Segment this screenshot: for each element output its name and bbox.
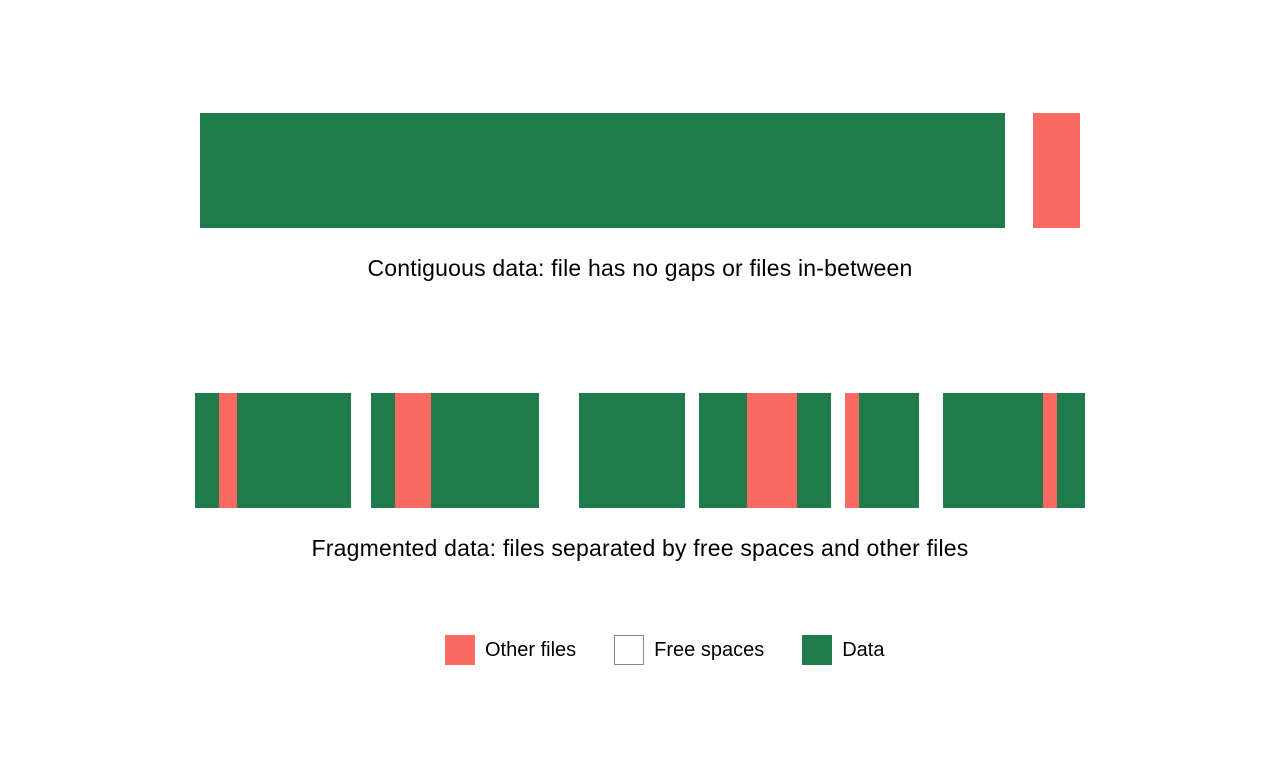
legend-item: Other files — [445, 635, 576, 665]
legend-swatch-free — [614, 635, 644, 665]
legend-swatch-other — [445, 635, 475, 665]
free-segment — [539, 393, 579, 508]
fragmented-bar — [195, 393, 1085, 508]
data-segment — [943, 393, 1043, 508]
data-segment — [237, 393, 351, 508]
free-segment — [685, 393, 699, 508]
free-segment — [351, 393, 371, 508]
diagram-canvas: Contiguous data: file has no gaps or fil… — [0, 0, 1280, 769]
other-segment — [1043, 393, 1057, 508]
other-segment — [219, 393, 237, 508]
legend: Other files Free spaces Data — [445, 635, 884, 665]
data-segment — [195, 393, 219, 508]
data-segment — [431, 393, 539, 508]
legend-item: Free spaces — [614, 635, 764, 665]
free-segment — [1005, 113, 1033, 228]
data-segment — [1057, 393, 1085, 508]
legend-label: Free spaces — [654, 639, 764, 662]
other-segment — [845, 393, 859, 508]
fragmented-caption: Fragmented data: files separated by free… — [0, 535, 1280, 562]
legend-label: Other files — [485, 639, 576, 662]
free-segment — [831, 393, 845, 508]
data-segment — [579, 393, 685, 508]
legend-item: Data — [802, 635, 884, 665]
legend-swatch-data — [802, 635, 832, 665]
data-segment — [371, 393, 395, 508]
data-segment — [859, 393, 919, 508]
free-segment — [919, 393, 943, 508]
other-segment — [395, 393, 431, 508]
data-segment — [699, 393, 747, 508]
contiguous-bar — [200, 113, 1080, 228]
other-segment — [747, 393, 797, 508]
contiguous-caption: Contiguous data: file has no gaps or fil… — [0, 255, 1280, 282]
data-segment — [200, 113, 1005, 228]
other-segment — [1033, 113, 1080, 228]
data-segment — [797, 393, 831, 508]
legend-label: Data — [842, 639, 884, 662]
